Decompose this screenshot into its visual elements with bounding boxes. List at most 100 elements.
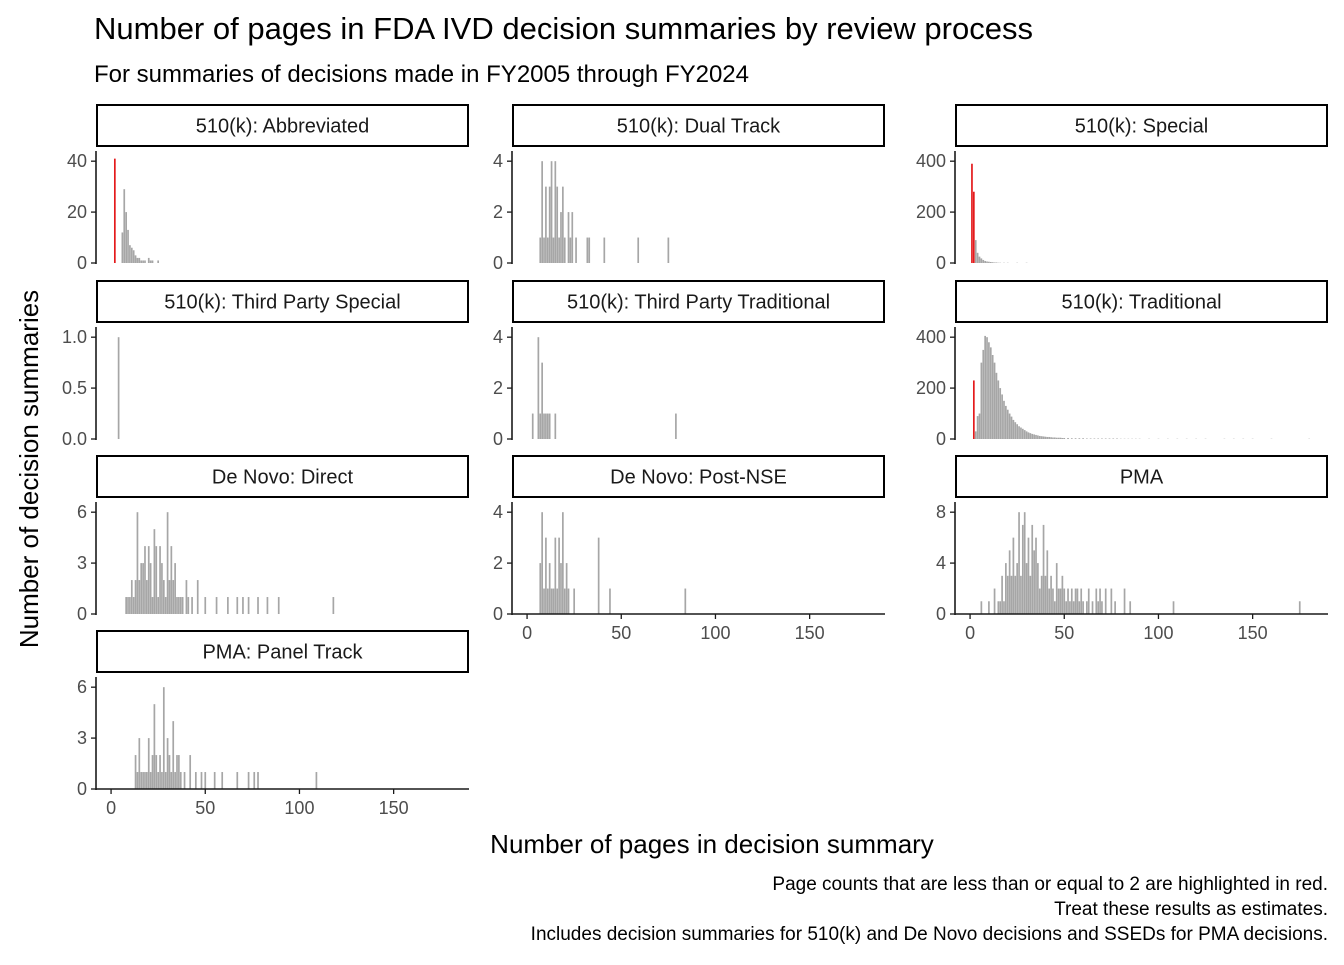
histogram-bar: [157, 260, 159, 263]
histogram-bar: [152, 755, 154, 789]
histogram-bar: [988, 262, 990, 263]
histogram-bar: [122, 232, 124, 263]
facet-strip-label: 510(k): Traditional: [1061, 292, 1221, 314]
y-tick-label: 400: [916, 327, 946, 347]
histogram-bar: [214, 772, 216, 789]
histogram-bar: [554, 414, 556, 439]
histogram-bar: [1058, 438, 1060, 439]
histogram-bar: [992, 355, 994, 439]
histogram-bar: [568, 212, 570, 263]
histogram-bar: [564, 589, 566, 614]
histogram-bar: [146, 772, 148, 789]
histogram-bar: [127, 597, 129, 614]
histogram-bar: [1013, 538, 1015, 614]
histogram-bar: [1011, 576, 1013, 614]
facet-strip-label: De Novo: Post-NSE: [610, 467, 787, 489]
histogram-bar: [169, 755, 171, 789]
histogram-bar: [1078, 601, 1080, 614]
histogram-bar: [140, 563, 142, 614]
histogram-bar: [1013, 420, 1015, 439]
histogram-bar: [138, 738, 140, 789]
caption-line-2: Treat these results as estimates.: [1054, 899, 1328, 920]
x-axis-title: Number of pages in decision summary: [490, 829, 934, 859]
histogram-bar: [598, 538, 600, 614]
x-tick-label: 0: [106, 798, 116, 818]
histogram-bar: [131, 248, 133, 263]
facet-strip-label: 510(k): Abbreviated: [196, 116, 369, 138]
histogram-bar: [278, 597, 280, 614]
histogram-bar: [316, 772, 318, 789]
histogram-bar: [165, 772, 167, 789]
histogram-bar: [609, 589, 611, 614]
histogram-bar: [1054, 437, 1056, 439]
histogram-bar: [1014, 422, 1016, 439]
histogram-bar: [1003, 601, 1005, 614]
histogram-bar: [1109, 438, 1111, 439]
histogram-bar: [545, 414, 547, 439]
histogram-bar: [1086, 601, 1088, 614]
histogram-bar: [541, 363, 543, 439]
histogram-bar: [163, 687, 165, 789]
histogram-bar: [587, 238, 589, 263]
y-tick-label: 4: [493, 151, 503, 171]
histogram-bar: [135, 255, 137, 263]
histogram-bar: [171, 772, 173, 789]
x-tick-label: 100: [284, 798, 314, 818]
histogram-bar: [129, 597, 131, 614]
x-tick-label: 100: [700, 623, 730, 643]
chart-subtitle: For summaries of decisions made in FY200…: [94, 61, 749, 88]
x-tick-label: 150: [1238, 623, 1268, 643]
histogram-bar: [174, 772, 176, 789]
histogram-bar: [1033, 550, 1035, 614]
histogram-bar: [257, 772, 259, 789]
histogram-bar: [1071, 438, 1073, 439]
histogram-bar: [144, 260, 146, 263]
histogram-bar: [127, 230, 129, 263]
histogram-bar: [163, 580, 165, 614]
facet-strip-label: PMA: [1120, 467, 1164, 489]
y-tick-label: 0.0: [62, 429, 87, 449]
histogram-bar: [547, 414, 549, 439]
histogram-bar: [133, 597, 135, 614]
histogram-bar: [566, 563, 568, 614]
x-tick-label: 50: [1054, 623, 1074, 643]
histogram-bar: [1009, 414, 1011, 439]
histogram-bar: [1105, 438, 1107, 439]
y-tick-label: 0: [936, 253, 946, 273]
histogram-bar: [140, 260, 142, 263]
facet-strip-label: 510(k): Third Party Traditional: [567, 292, 830, 314]
facet-strip-label: 510(k): Third Party Special: [164, 292, 400, 314]
histogram-bar: [558, 538, 560, 614]
histogram-bar: [1048, 589, 1050, 614]
histogram-bar: [114, 159, 116, 263]
histogram-bar: [152, 260, 154, 263]
histogram-bar: [174, 563, 176, 614]
histogram-bar: [1097, 438, 1099, 439]
histogram-bar: [180, 597, 182, 614]
histogram-bar: [539, 238, 541, 263]
histogram-bar: [138, 580, 140, 614]
histogram-bar: [1062, 438, 1064, 439]
histogram-bar: [551, 161, 553, 263]
histogram-bar: [1090, 438, 1092, 439]
x-tick-label: 0: [965, 623, 975, 643]
y-tick-label: 200: [916, 202, 946, 222]
histogram-bar: [564, 238, 566, 263]
histogram-bar: [1065, 601, 1067, 614]
histogram-bar: [150, 563, 152, 614]
histogram-bar: [1043, 525, 1045, 614]
histogram-bar: [1097, 601, 1099, 614]
histogram-bar: [1116, 438, 1118, 439]
histogram-bar: [1033, 434, 1035, 439]
y-tick-label: 4: [936, 553, 946, 573]
histogram-bar: [668, 238, 670, 263]
histogram-bar: [1028, 538, 1030, 614]
histogram-bar: [137, 772, 139, 789]
histogram-bar: [1026, 563, 1028, 614]
y-tick-label: 1.0: [62, 327, 87, 347]
histogram-bar: [573, 589, 575, 614]
histogram-bar: [1007, 576, 1009, 614]
